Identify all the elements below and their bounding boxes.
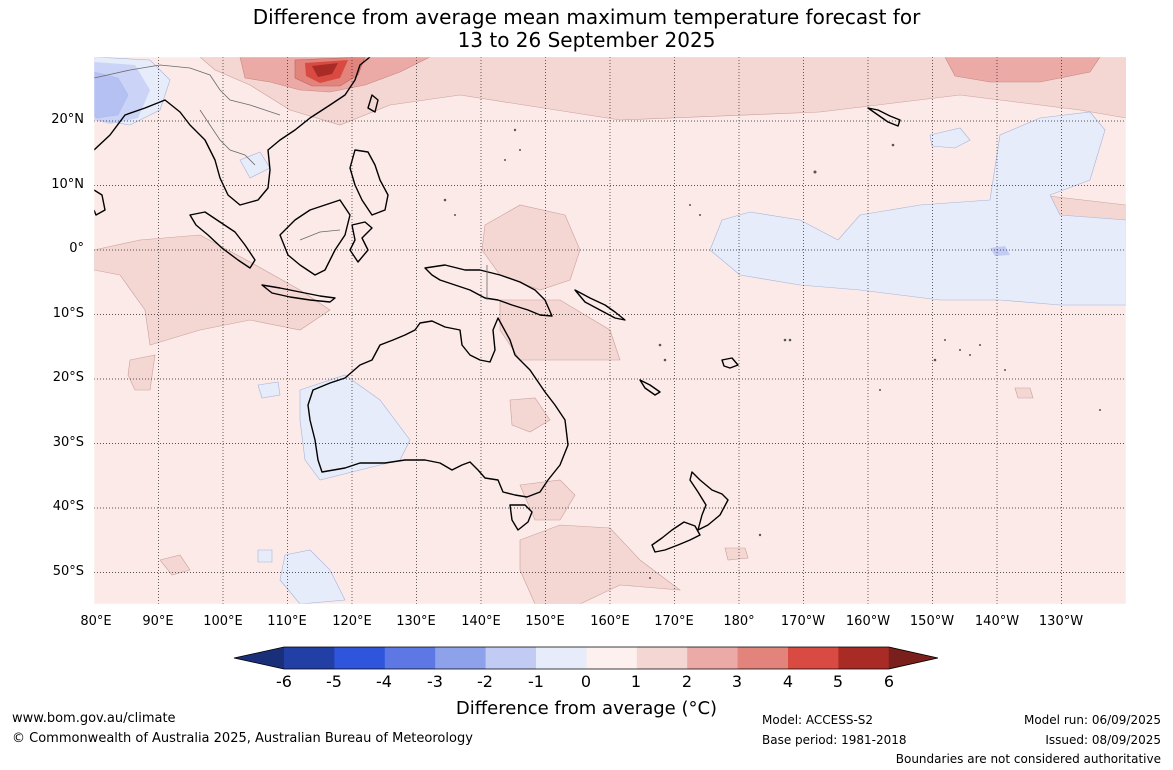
new-zealand-north-coastline	[689, 471, 729, 531]
model-run-text: Model run: 06/09/2025	[1023, 713, 1161, 727]
colorbar-tick-label: 2	[681, 672, 693, 691]
colorbar-tick-label: 4	[782, 672, 794, 691]
colorbar-tick-label: 6	[883, 672, 895, 691]
colorbar-segment	[788, 647, 839, 669]
colorbar-tick-label: -1	[528, 672, 544, 691]
colorbar-segment	[737, 647, 789, 669]
colorbar-tick-label: -6	[276, 672, 292, 691]
new-caledonia-coastline	[639, 379, 661, 396]
chart-title-line2: 13 to 26 September 2025	[457, 28, 716, 52]
coastlines	[94, 57, 901, 553]
small-islands	[443, 128, 1101, 579]
java-coastline	[261, 284, 336, 303]
copyright-text: © Commonwealth of Australia 2025, Austra…	[12, 731, 473, 746]
solomon-coastline	[574, 289, 626, 321]
colorbar-segment	[384, 647, 436, 669]
colorbar-tick-label: -2	[477, 672, 493, 691]
lon-label: 110°E	[267, 614, 307, 629]
colorbar-segment	[334, 647, 386, 669]
lat-label: 20°S	[52, 370, 84, 385]
colorbar-tick-label: 1	[630, 672, 642, 691]
colorbar-segment	[687, 647, 739, 669]
colorbar-outline	[233, 646, 939, 670]
colorbar-segment	[485, 647, 537, 669]
colorbar-segment	[536, 647, 587, 669]
colorbar-tick-label: -5	[326, 672, 342, 691]
lon-label: 140°W	[974, 614, 1020, 629]
philippines-coastline	[349, 149, 389, 216]
lon-label: 160°E	[590, 614, 630, 629]
colorbar-tick-label: 0	[580, 672, 592, 691]
borneo-coastline	[279, 199, 351, 276]
colorbar-segment	[636, 647, 688, 669]
colorbar-tick-label: -4	[376, 672, 392, 691]
map-frame	[93, 56, 1127, 605]
asia-mainland-coastline	[94, 57, 371, 206]
borders	[94, 64, 488, 300]
forecast-map	[93, 56, 1127, 605]
taiwan-coastline	[367, 94, 379, 113]
anomaly-minus1-to-minus2	[94, 62, 150, 124]
sri-lanka-coastline	[94, 189, 106, 216]
lon-label: 130°E	[396, 614, 436, 629]
colorbar-title: Difference from average (°C)	[455, 698, 718, 719]
issued-text: Issued: 08/09/2025	[1045, 733, 1161, 747]
lon-label: 150°E	[525, 614, 565, 629]
colorbar-segment	[838, 647, 890, 669]
graticule	[94, 57, 1126, 604]
colorbar-extend-high	[888, 647, 938, 669]
lon-label: 140°E	[461, 614, 501, 629]
lon-label: 170°W	[780, 614, 826, 629]
lat-label: 0°	[69, 241, 84, 256]
colorbar-tick-label: 3	[731, 672, 743, 691]
anomaly-1-to-2	[94, 57, 1126, 604]
colorbar-segment	[435, 647, 487, 669]
colorbar-extend-low	[234, 647, 284, 669]
sumatra-coastline	[189, 211, 256, 269]
lat-label: 40°S	[52, 499, 84, 514]
colorbar-segment	[284, 647, 335, 669]
australia-coastline	[307, 317, 569, 498]
model-text: Model: ACCESS-S2	[762, 713, 874, 727]
lon-label: 150°W	[909, 614, 955, 629]
colorbar-tick-label: 5	[832, 672, 844, 691]
lat-label: 30°S	[52, 435, 84, 450]
chart-title-line1: Difference from average mean maximum tem…	[252, 5, 921, 29]
fiji-coastline	[721, 357, 739, 369]
lon-label: 130°W	[1038, 614, 1084, 629]
lon-label: 80°E	[80, 614, 112, 629]
lon-label: 90°E	[142, 614, 174, 629]
new-zealand-south-coastline	[651, 521, 701, 553]
colorbar-segment	[586, 647, 638, 669]
anomaly-5-to-6	[312, 63, 338, 77]
hawaii-coastline	[867, 107, 901, 127]
colorbar-unit: °C	[688, 698, 711, 719]
lon-label: 170°E	[654, 614, 694, 629]
website-link[interactable]: www.bom.gov.au/climate	[12, 711, 176, 726]
lon-label: 160°W	[845, 614, 891, 629]
sulawesi-coastline	[349, 221, 373, 263]
disclaimer-text: Boundaries are not considered authoritat…	[895, 752, 1161, 766]
lon-label: 100°E	[203, 614, 243, 629]
tasmania-coastline	[509, 504, 533, 531]
lon-label: 120°E	[332, 614, 372, 629]
lat-label: 10°S	[52, 306, 84, 321]
lat-label: 20°N	[51, 112, 84, 127]
base-period-text: Base period: 1981-2018	[762, 733, 907, 747]
lon-label: 180°	[723, 614, 755, 629]
new-guinea-coastline	[424, 264, 553, 317]
lat-label: 10°N	[51, 177, 84, 192]
colorbar-tick-label: -3	[427, 672, 443, 691]
anomaly-small-negative	[990, 246, 1010, 256]
lat-label: 50°S	[52, 564, 84, 579]
